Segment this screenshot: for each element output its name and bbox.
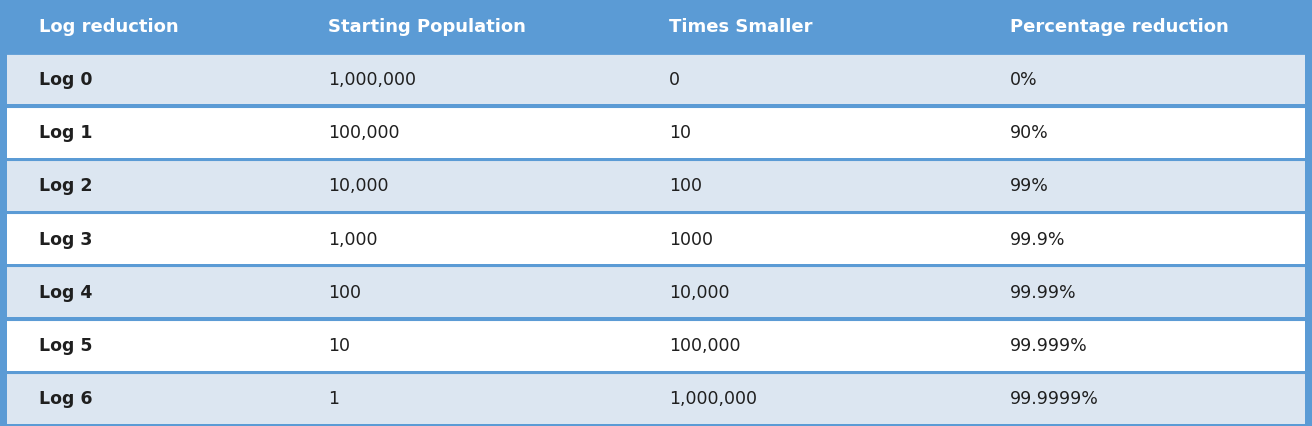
Bar xyxy=(7,106,1305,158)
Text: 99.9999%: 99.9999% xyxy=(1010,390,1099,409)
Text: 1,000,000: 1,000,000 xyxy=(669,390,757,409)
Bar xyxy=(7,213,1305,264)
Text: Log reduction: Log reduction xyxy=(39,17,178,36)
Text: 0: 0 xyxy=(669,71,680,89)
Text: Log 6: Log 6 xyxy=(39,390,93,409)
Bar xyxy=(7,0,1305,50)
Bar xyxy=(7,53,1305,104)
Text: Log 0: Log 0 xyxy=(39,71,93,89)
Text: 10: 10 xyxy=(669,124,691,142)
Text: Percentage reduction: Percentage reduction xyxy=(1010,17,1229,36)
Bar xyxy=(7,373,1305,424)
Text: 1,000,000: 1,000,000 xyxy=(328,71,416,89)
Text: 100: 100 xyxy=(328,284,361,302)
Text: Log 2: Log 2 xyxy=(39,177,93,196)
Text: 1000: 1000 xyxy=(669,230,714,249)
Text: Log 1: Log 1 xyxy=(39,124,93,142)
Text: 99.99%: 99.99% xyxy=(1010,284,1077,302)
Text: 90%: 90% xyxy=(1010,124,1050,142)
Text: 99%: 99% xyxy=(1010,177,1050,196)
Text: Log 5: Log 5 xyxy=(39,337,93,355)
Text: 99.9%: 99.9% xyxy=(1010,230,1065,249)
Text: 0%: 0% xyxy=(1010,71,1038,89)
Text: 10: 10 xyxy=(328,337,350,355)
Text: 99.999%: 99.999% xyxy=(1010,337,1088,355)
Text: 1: 1 xyxy=(328,390,338,409)
Bar xyxy=(7,160,1305,211)
Text: 1,000: 1,000 xyxy=(328,230,378,249)
Text: 10,000: 10,000 xyxy=(328,177,388,196)
Text: 10,000: 10,000 xyxy=(669,284,729,302)
Bar xyxy=(7,266,1305,317)
Text: Log 3: Log 3 xyxy=(39,230,93,249)
Text: 100,000: 100,000 xyxy=(669,337,740,355)
Text: Times Smaller: Times Smaller xyxy=(669,17,812,36)
Bar xyxy=(7,320,1305,371)
Text: 100: 100 xyxy=(669,177,702,196)
Text: 100,000: 100,000 xyxy=(328,124,399,142)
Text: Log 4: Log 4 xyxy=(39,284,93,302)
Text: Starting Population: Starting Population xyxy=(328,17,526,36)
